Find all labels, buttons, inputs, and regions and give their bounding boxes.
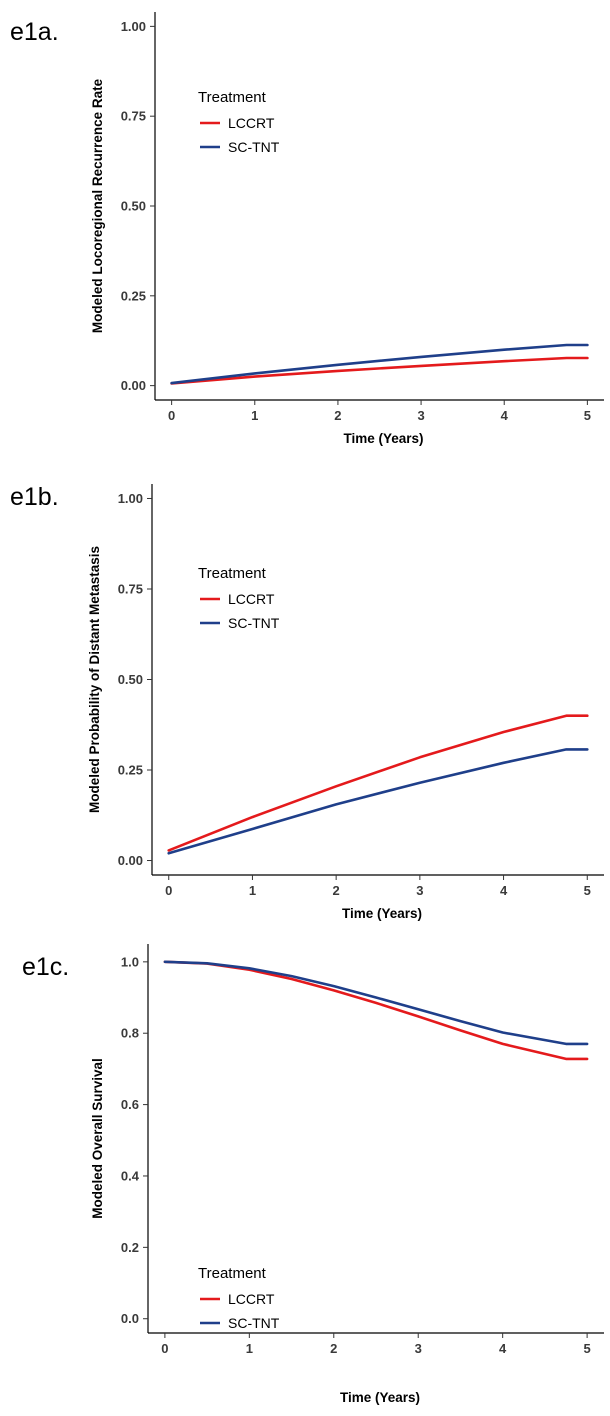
series-line-sc-tnt	[170, 343, 589, 385]
y-tick-label: 0.25	[118, 763, 143, 778]
series-line-lccrt	[170, 356, 589, 385]
x-tick-label: 2	[334, 408, 341, 423]
series-line-lccrt	[167, 714, 589, 852]
y-tick-label: 0.50	[121, 199, 146, 214]
legend-title: Treatment	[198, 565, 267, 582]
chart-panel-1: e1a. 0 1 2 3 4 5 0.00 0.25 0.50 0.75 1.00 Time (Year…	[10, 12, 604, 446]
x-tick-label: 1	[246, 1341, 253, 1356]
panel-label: e1c.	[22, 953, 69, 981]
x-tick-label: 1	[251, 408, 258, 423]
series-line-lccrt	[163, 960, 589, 1061]
x-tick-label: 1	[249, 883, 256, 898]
x-tick-label: 3	[416, 883, 423, 898]
x-tick-label: 4	[499, 1341, 507, 1356]
x-axis-title: Time (Years)	[342, 906, 422, 921]
y-tick-label: 0.75	[118, 581, 143, 596]
legend: Treatment LCCRT SC-TNT	[198, 89, 280, 155]
x-tick-label: 3	[415, 1341, 422, 1356]
x-tick-label: 0	[165, 883, 172, 898]
y-tick-label: 0.2	[121, 1240, 139, 1255]
x-tick-label: 2	[330, 1341, 337, 1356]
x-tick-label: 3	[417, 408, 424, 423]
y-axis-title: Modeled Probability of Distant Metastasi…	[87, 546, 102, 813]
y-tick-label: 1.00	[118, 491, 143, 506]
legend-title: Treatment	[198, 1265, 267, 1282]
x-tick-label: 4	[501, 408, 509, 423]
panel-label: e1a.	[10, 18, 59, 46]
y-tick-label: 0.50	[118, 672, 143, 687]
legend-label-lccrt: LCCRT	[228, 115, 275, 131]
series-line-sc-tnt	[163, 960, 589, 1046]
y-tick-label: 0.25	[121, 288, 146, 303]
panel-label: e1b.	[10, 483, 59, 511]
y-tick-label: 0.8	[121, 1026, 139, 1041]
x-tick-label: 0	[168, 408, 175, 423]
legend-label-lccrt: LCCRT	[228, 1291, 275, 1307]
legend: Treatment LCCRT SC-TNT	[198, 1265, 280, 1331]
legend-label-lccrt: LCCRT	[228, 591, 275, 607]
chart-panel-3: e1c. 0 1 2 3 4 5 0.0 0.2 0.4 0.6 0.8 1.0 Time (Years)…	[22, 944, 604, 1405]
y-tick-label: 0.0	[121, 1311, 139, 1326]
x-tick-label: 5	[583, 1341, 590, 1356]
legend-label-sc-tnt: SC-TNT	[228, 1315, 280, 1331]
y-tick-label: 0.75	[121, 109, 146, 124]
x-tick-label: 5	[584, 408, 591, 423]
y-tick-label: 1.00	[121, 19, 146, 34]
x-tick-label: 4	[500, 883, 508, 898]
y-tick-label: 0.4	[121, 1168, 140, 1183]
y-axis-title: Modeled Overall Survival	[90, 1058, 105, 1219]
x-axis-title: Time (Years)	[340, 1390, 420, 1405]
x-tick-label: 2	[333, 883, 340, 898]
y-tick-label: 0.00	[118, 853, 143, 868]
legend-label-sc-tnt: SC-TNT	[228, 615, 280, 631]
x-axis-title: Time (Years)	[343, 431, 423, 446]
y-tick-label: 0.00	[121, 378, 146, 393]
legend-title: Treatment	[198, 89, 267, 106]
x-tick-label: 5	[584, 883, 591, 898]
legend-label-sc-tnt: SC-TNT	[228, 139, 280, 155]
y-tick-label: 1.0	[121, 954, 139, 969]
legend: Treatment LCCRT SC-TNT	[198, 565, 280, 631]
series-line-sc-tnt	[167, 748, 589, 855]
y-axis-title: Modeled Locoregional Recurrence Rate	[90, 78, 105, 333]
x-tick-label: 0	[161, 1341, 168, 1356]
y-tick-label: 0.6	[121, 1097, 139, 1112]
chart-panel-2: e1b. 0 1 2 3 4 5 0.00 0.25 0.50 0.75 1.00 Time (Year…	[10, 483, 604, 921]
